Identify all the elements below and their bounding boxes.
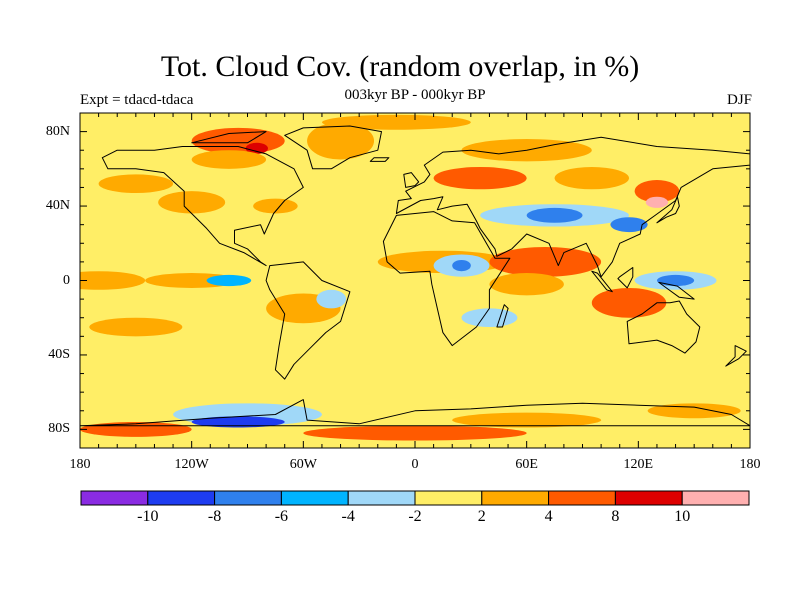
anomaly-region — [253, 198, 298, 214]
anomaly-region — [489, 273, 564, 296]
lat-tick-label: 40S — [48, 346, 70, 362]
coastline-new-guinea — [658, 281, 695, 300]
anomaly-region — [461, 308, 518, 328]
lat-tick-label: 0 — [63, 272, 70, 288]
colorbar-swatch — [80, 490, 149, 506]
anomaly-layer — [80, 114, 741, 441]
coastline-antarctica — [80, 399, 750, 427]
coastline-australia — [626, 300, 701, 354]
season-label: DJF — [726, 92, 752, 108]
colorbar-swatch — [214, 490, 282, 506]
anomaly-region — [645, 196, 669, 208]
anomaly-region — [647, 403, 741, 419]
lat-tick-label: 40N — [45, 198, 70, 214]
coastline-japan — [656, 196, 680, 224]
lon-tick-label: 0 — [411, 457, 419, 472]
colorbar-label: 2 — [477, 508, 486, 525]
lon-tick-label: 120W — [174, 457, 209, 472]
anomaly-region — [591, 287, 667, 318]
anomaly-region — [316, 289, 347, 309]
anomaly-region — [321, 114, 471, 130]
anomaly-region — [191, 416, 285, 428]
colorbar-label: -6 — [274, 508, 289, 525]
anomaly-region — [554, 166, 630, 190]
coastline-madagascar — [496, 304, 509, 328]
anomaly-region — [433, 166, 527, 190]
colorbar-label: -8 — [207, 508, 222, 525]
colorbar-swatch — [280, 490, 349, 506]
coastline-new-zealand — [725, 345, 747, 367]
coastline-africa — [382, 211, 511, 347]
coastline-eurasia — [395, 136, 750, 278]
anomaly-region — [452, 412, 602, 428]
lon-tick-label: 120E — [623, 457, 654, 472]
colorbar-label: -10 — [137, 508, 159, 525]
lat-tick-label: 80S — [48, 421, 70, 437]
colorbar-label: -2 — [408, 508, 422, 525]
anomaly-region — [98, 174, 174, 194]
experiment-label: Expt = tdacd-tdaca — [80, 92, 194, 108]
colorbar-swatch — [548, 490, 616, 506]
colorbar-label: 4 — [544, 508, 553, 525]
colorbar-swatch — [414, 490, 483, 506]
colorbar-label: 10 — [674, 508, 691, 525]
anomaly-region — [526, 207, 583, 223]
anomaly-region — [206, 274, 252, 287]
anomaly-region — [89, 317, 183, 337]
coastline-borneo — [617, 267, 634, 289]
colorbar-label: 8 — [611, 508, 620, 525]
anomaly-region — [303, 425, 527, 441]
lon-tick-label: 60E — [515, 457, 538, 472]
colorbar-label: -4 — [341, 508, 355, 525]
lon-tick-label: 180 — [69, 457, 91, 472]
colorbar-swatch — [147, 490, 216, 506]
coastline-great-britain — [403, 172, 420, 188]
colorbar-swatch — [681, 490, 750, 506]
axis-ticks — [79, 113, 751, 448]
coastline-iceland — [369, 157, 390, 162]
colorbar-swatch — [614, 490, 683, 506]
coastline-layer — [80, 125, 750, 427]
lon-tick-label: 180 — [739, 457, 761, 472]
coastline-arctic-islands — [191, 131, 267, 144]
anomaly-region — [191, 150, 267, 169]
figure-subtitle: 003kyr BP - 000kyr BP — [344, 87, 486, 103]
lat-tick-label: 80N — [45, 123, 70, 139]
anomaly-region — [610, 217, 648, 233]
anomaly-region — [634, 180, 680, 203]
lon-tick-label: 60W — [289, 457, 317, 472]
anomaly-region — [245, 142, 268, 154]
colorbar-swatch — [347, 490, 416, 506]
anomaly-region — [80, 271, 146, 290]
coastline-sumatra — [591, 270, 613, 293]
figure-title: Tot. Cloud Cov. (random overlap, in %) — [160, 50, 640, 83]
anomaly-region — [489, 247, 602, 277]
coastline-north-america — [101, 146, 304, 267]
anomaly-region — [158, 191, 226, 214]
coastline-south-america — [265, 261, 351, 380]
anomaly-region — [307, 122, 375, 160]
colorbar — [80, 490, 750, 506]
anomaly-region — [656, 274, 695, 287]
anomaly-region — [452, 260, 471, 272]
coastline-greenland — [284, 125, 382, 170]
anomaly-region — [191, 127, 285, 154]
colorbar-swatch — [481, 490, 550, 506]
